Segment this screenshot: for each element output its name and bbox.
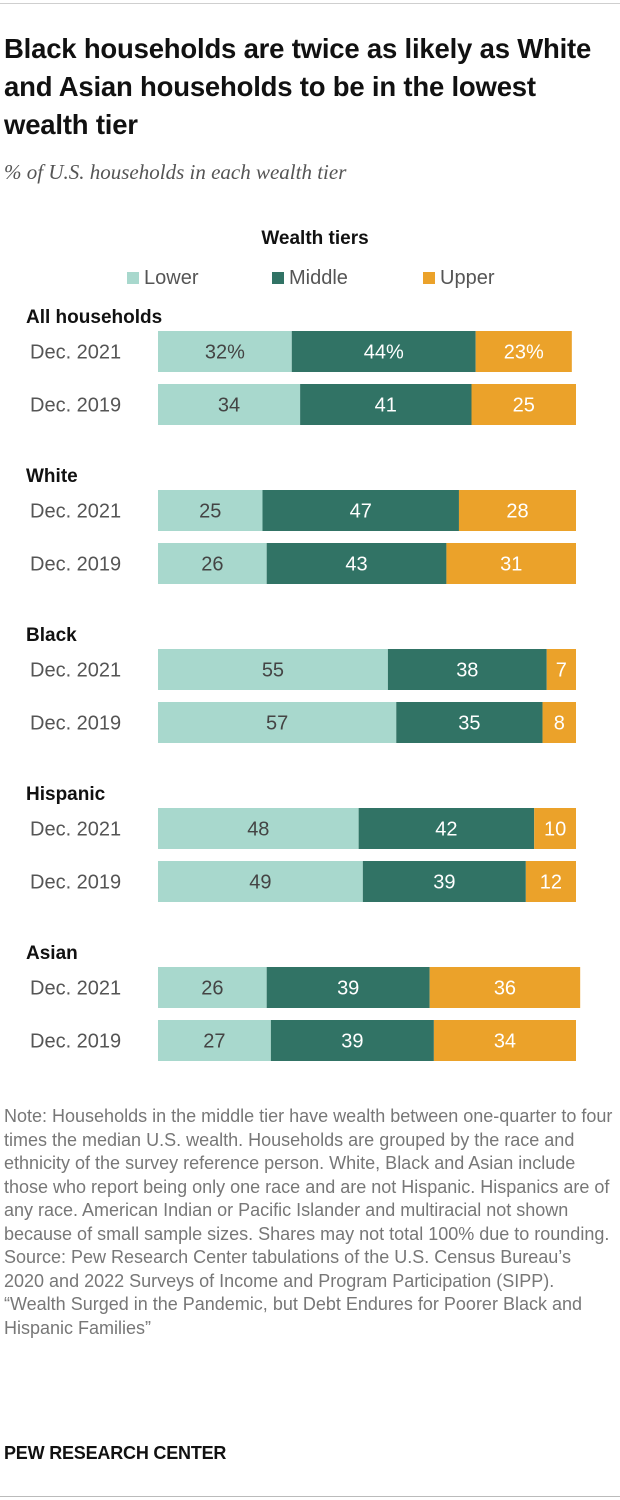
bar-segment-upper xyxy=(475,331,572,372)
notes: Note: Households in the middle tier have… xyxy=(4,1105,616,1340)
bar-segment-upper xyxy=(433,1020,576,1061)
legend-swatch-middle xyxy=(272,272,284,284)
bar-segment-lower xyxy=(158,808,359,849)
report-title: “Wealth Surged in the Pandemic, but Debt… xyxy=(4,1294,582,1338)
bar-segment-lower xyxy=(158,967,267,1008)
row-label: Dec. 2019 xyxy=(30,713,121,735)
note-text: Note: Households in the middle tier have… xyxy=(4,1106,613,1244)
bar-segment-lower xyxy=(158,861,363,902)
value-label-lower: 25 xyxy=(199,501,221,523)
legend-swatch-upper xyxy=(423,272,435,284)
bar-segment-middle xyxy=(300,384,472,425)
bar-segment-middle xyxy=(396,702,543,743)
value-label-middle: 44% xyxy=(364,342,404,364)
bar-segment-middle xyxy=(358,808,535,849)
value-label-middle: 35 xyxy=(458,713,480,735)
legend-item-middle: Middle xyxy=(272,265,348,291)
bar-segment-lower xyxy=(158,384,301,425)
legend: Lower Middle Upper xyxy=(0,265,620,291)
value-label-lower: 49 xyxy=(249,872,271,894)
value-label-middle: 38 xyxy=(456,660,478,682)
value-label-lower: 48 xyxy=(247,819,269,841)
bar-segment-upper xyxy=(525,861,576,902)
bar-segment-middle xyxy=(387,649,547,690)
bar-segment-lower xyxy=(158,490,263,531)
row-label: Dec. 2019 xyxy=(30,872,121,894)
value-label-middle: 47 xyxy=(350,501,372,523)
value-label-upper: 36 xyxy=(494,978,516,1000)
row-label: Dec. 2021 xyxy=(30,660,121,682)
source-text: Source: Pew Research Center tabulations … xyxy=(4,1247,571,1291)
value-label-middle: 41 xyxy=(375,395,397,417)
bar-segment-lower xyxy=(158,702,397,743)
bar-segment-lower xyxy=(158,649,388,690)
value-label-middle: 42 xyxy=(435,819,457,841)
bar-segment-upper xyxy=(429,967,581,1008)
brand-logo-text: PEW RESEARCH CENTER xyxy=(4,1443,227,1463)
row-label: Dec. 2019 xyxy=(30,554,121,576)
bar-segment-upper xyxy=(542,702,576,743)
value-label-upper: 23% xyxy=(504,342,544,364)
value-label-upper: 12 xyxy=(540,872,562,894)
value-label-middle: 43 xyxy=(345,554,367,576)
bar-segment-upper xyxy=(471,384,576,425)
bar-segment-upper xyxy=(458,490,576,531)
value-label-lower: 55 xyxy=(262,660,284,682)
legend-label-middle: Middle xyxy=(289,266,348,289)
bar-segment-upper xyxy=(546,649,576,690)
value-label-upper: 34 xyxy=(494,1031,516,1053)
chart-title: Black households are twice as likely as … xyxy=(4,33,592,140)
legend-swatch-lower xyxy=(127,272,139,284)
row-label: Dec. 2021 xyxy=(30,978,121,1000)
value-label-middle: 39 xyxy=(341,1031,363,1053)
group-label-all-households: All households xyxy=(26,307,162,328)
group-label-asian: Asian xyxy=(26,943,78,964)
value-label-upper: 8 xyxy=(554,713,565,735)
bar-segment-middle xyxy=(262,490,459,531)
bar-segment-middle xyxy=(266,543,447,584)
row-label: Dec. 2021 xyxy=(30,819,121,841)
bar-segment-middle xyxy=(270,1020,434,1061)
legend-label-upper: Upper xyxy=(440,266,495,289)
value-label-lower: 26 xyxy=(201,978,223,1000)
bar-segment-lower xyxy=(158,543,267,584)
value-label-lower: 57 xyxy=(266,713,288,735)
value-label-lower: 26 xyxy=(201,554,223,576)
value-label-upper: 25 xyxy=(513,395,535,417)
group-label-hispanic: Hispanic xyxy=(26,784,106,805)
value-label-upper: 28 xyxy=(506,501,528,523)
legend-item-lower: Lower xyxy=(127,265,198,291)
row-label: Dec. 2021 xyxy=(30,342,121,364)
legend-label-lower: Lower xyxy=(144,266,199,289)
bar-segment-upper xyxy=(446,543,576,584)
bottom-divider xyxy=(0,1496,620,1497)
value-label-lower: 32% xyxy=(205,342,245,364)
legend-title: Wealth tiers xyxy=(261,228,369,249)
value-label-lower: 27 xyxy=(203,1031,225,1053)
value-label-upper: 10 xyxy=(544,819,566,841)
value-label-upper: 7 xyxy=(556,660,567,682)
bar-segment-middle xyxy=(291,331,476,372)
bar-segment-upper xyxy=(534,808,576,849)
row-label: Dec. 2019 xyxy=(30,1031,121,1053)
group-label-black: Black xyxy=(26,625,77,646)
chart-subtitle: % of U.S. households in each wealth tier xyxy=(4,160,347,184)
bar-segment-lower xyxy=(158,331,292,372)
value-label-middle: 39 xyxy=(433,872,455,894)
bar-segment-middle xyxy=(362,861,526,902)
bar-segment-middle xyxy=(266,967,430,1008)
value-label-upper: 31 xyxy=(500,554,522,576)
legend-item-upper: Upper xyxy=(423,265,494,291)
bar-segment-lower xyxy=(158,1020,271,1061)
top-divider xyxy=(0,3,620,4)
stacked-bar-chart: All households Dec. 2021 32% 44% 23% Dec. 201… xyxy=(26,307,581,1061)
value-label-middle: 39 xyxy=(337,978,359,1000)
row-label: Dec. 2019 xyxy=(30,395,121,417)
row-label: Dec. 2021 xyxy=(30,501,121,523)
value-label-lower: 34 xyxy=(218,395,240,417)
group-label-white: White xyxy=(26,466,78,487)
